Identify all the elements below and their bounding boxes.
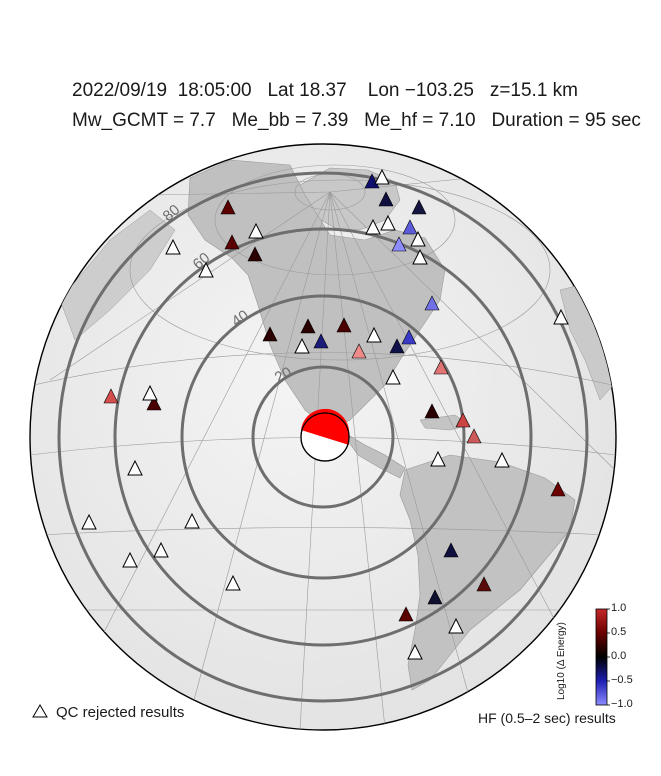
station-qc-rejected-triangle-icon (374, 168, 390, 185)
station-qc-rejected-triangle-icon (385, 368, 401, 385)
station-hf-triangle-icon (427, 589, 443, 605)
station-hf-triangle-icon (336, 317, 352, 333)
station-hf-triangle-icon (443, 542, 459, 558)
station-hf-triangle-icon (389, 338, 405, 354)
station-hf-triangle-icon (424, 295, 440, 311)
station-hf-triangle-icon (220, 199, 236, 215)
focal-mechanism-beachball (300, 408, 350, 462)
station-hf-triangle-icon (262, 326, 278, 342)
station-qc-rejected-triangle-icon (198, 261, 214, 278)
station-qc-rejected-triangle-icon (153, 541, 169, 558)
distance-ring-40 (180, 294, 466, 580)
station-qc-rejected-triangle-icon (448, 617, 464, 634)
station-qc-rejected-triangle-icon (225, 574, 241, 591)
distance-ring-60 (113, 227, 533, 647)
station-hf-triangle-icon (398, 606, 414, 622)
landmass-central-america (339, 429, 406, 479)
station-qc-rejected-triangle-icon (122, 551, 138, 568)
station-qc-rejected-triangle-icon (184, 512, 200, 529)
station-hf-triangle-icon (433, 359, 449, 375)
distance-rings (57, 171, 589, 703)
station-hf-triangle-icon (351, 343, 367, 359)
station-qc-rejected-triangle-icon (553, 308, 569, 325)
station-qc-rejected-triangle-icon (366, 326, 382, 343)
station-qc-rejected-triangle-icon (365, 218, 381, 235)
ring-label-40: 40 (229, 307, 252, 330)
station-qc-rejected-triangle-icon (494, 451, 510, 468)
station-hf-triangle-icon (455, 412, 471, 428)
station-hf-triangle-icon (411, 199, 427, 215)
colorbar-title: Log10 (Δ Energy) (556, 622, 567, 700)
station-qc-rejected-triangle-icon (407, 643, 423, 660)
station-hf-triangle-icon (466, 428, 482, 444)
distance-ring-20 (251, 365, 395, 509)
station-hf-triangle-icon (103, 388, 119, 404)
qc-legend-triangle-icon (32, 704, 48, 718)
station-hf-triangle-icon (550, 481, 566, 497)
station-qc-rejected-triangle-icon (142, 384, 158, 401)
station-hf-triangle-icon (300, 318, 316, 334)
ring-label-20: 20 (272, 364, 295, 387)
station-hf-triangle-icon (391, 236, 407, 252)
qc-legend-label: QC rejected results (56, 704, 185, 721)
station-hf-triangle-icon (476, 576, 492, 592)
colorbar-tick-5: −1.0 (611, 698, 633, 710)
station-hf-triangle-icon (402, 219, 418, 235)
colorbar (595, 608, 608, 706)
hf-legend-label: HF (0.5–2 sec) results (478, 710, 616, 726)
station-hf-triangle-icon (424, 403, 440, 419)
colorbar-tick-3: 0.0 (611, 650, 627, 662)
station-hf-triangle-icon (247, 246, 263, 262)
station-hf-triangle-icon (378, 191, 394, 207)
station-hf-triangle-icon (401, 329, 417, 345)
station-qc-rejected-triangle-icon (165, 238, 181, 255)
station-qc-rejected-triangle-icon (127, 459, 143, 476)
landmass-south-america (399, 454, 576, 691)
distance-ring-80 (57, 171, 589, 703)
station-qc-rejected-triangle-icon (248, 222, 264, 239)
station-qc-rejected-triangle-icon (81, 513, 97, 530)
event-info-line-2: Mw_GCMT = 7.7 Me_bb = 7.39 Me_hf = 7.10 … (72, 110, 641, 131)
station-qc-rejected-triangle-icon (410, 230, 426, 247)
station-qc-rejected-triangle-icon (294, 337, 310, 354)
event-info-line-1: 2022/09/19 18:05:00 Lat 18.37 Lon −103.2… (72, 80, 579, 101)
station-qc-rejected-triangle-icon (430, 450, 446, 467)
station-hf-triangle-icon (146, 395, 162, 411)
station-qc-rejected-triangle-icon (412, 248, 428, 265)
colorbar-tick-2: 0.5 (611, 626, 627, 638)
station-qc-rejected-triangle-icon (380, 214, 396, 231)
colorbar-tick-4: −0.5 (611, 674, 633, 686)
colorbar-tick-1: 1.0 (611, 602, 627, 614)
station-hf-triangle-icon (224, 234, 240, 250)
station-markers (81, 168, 569, 660)
station-hf-triangle-icon (313, 333, 329, 349)
